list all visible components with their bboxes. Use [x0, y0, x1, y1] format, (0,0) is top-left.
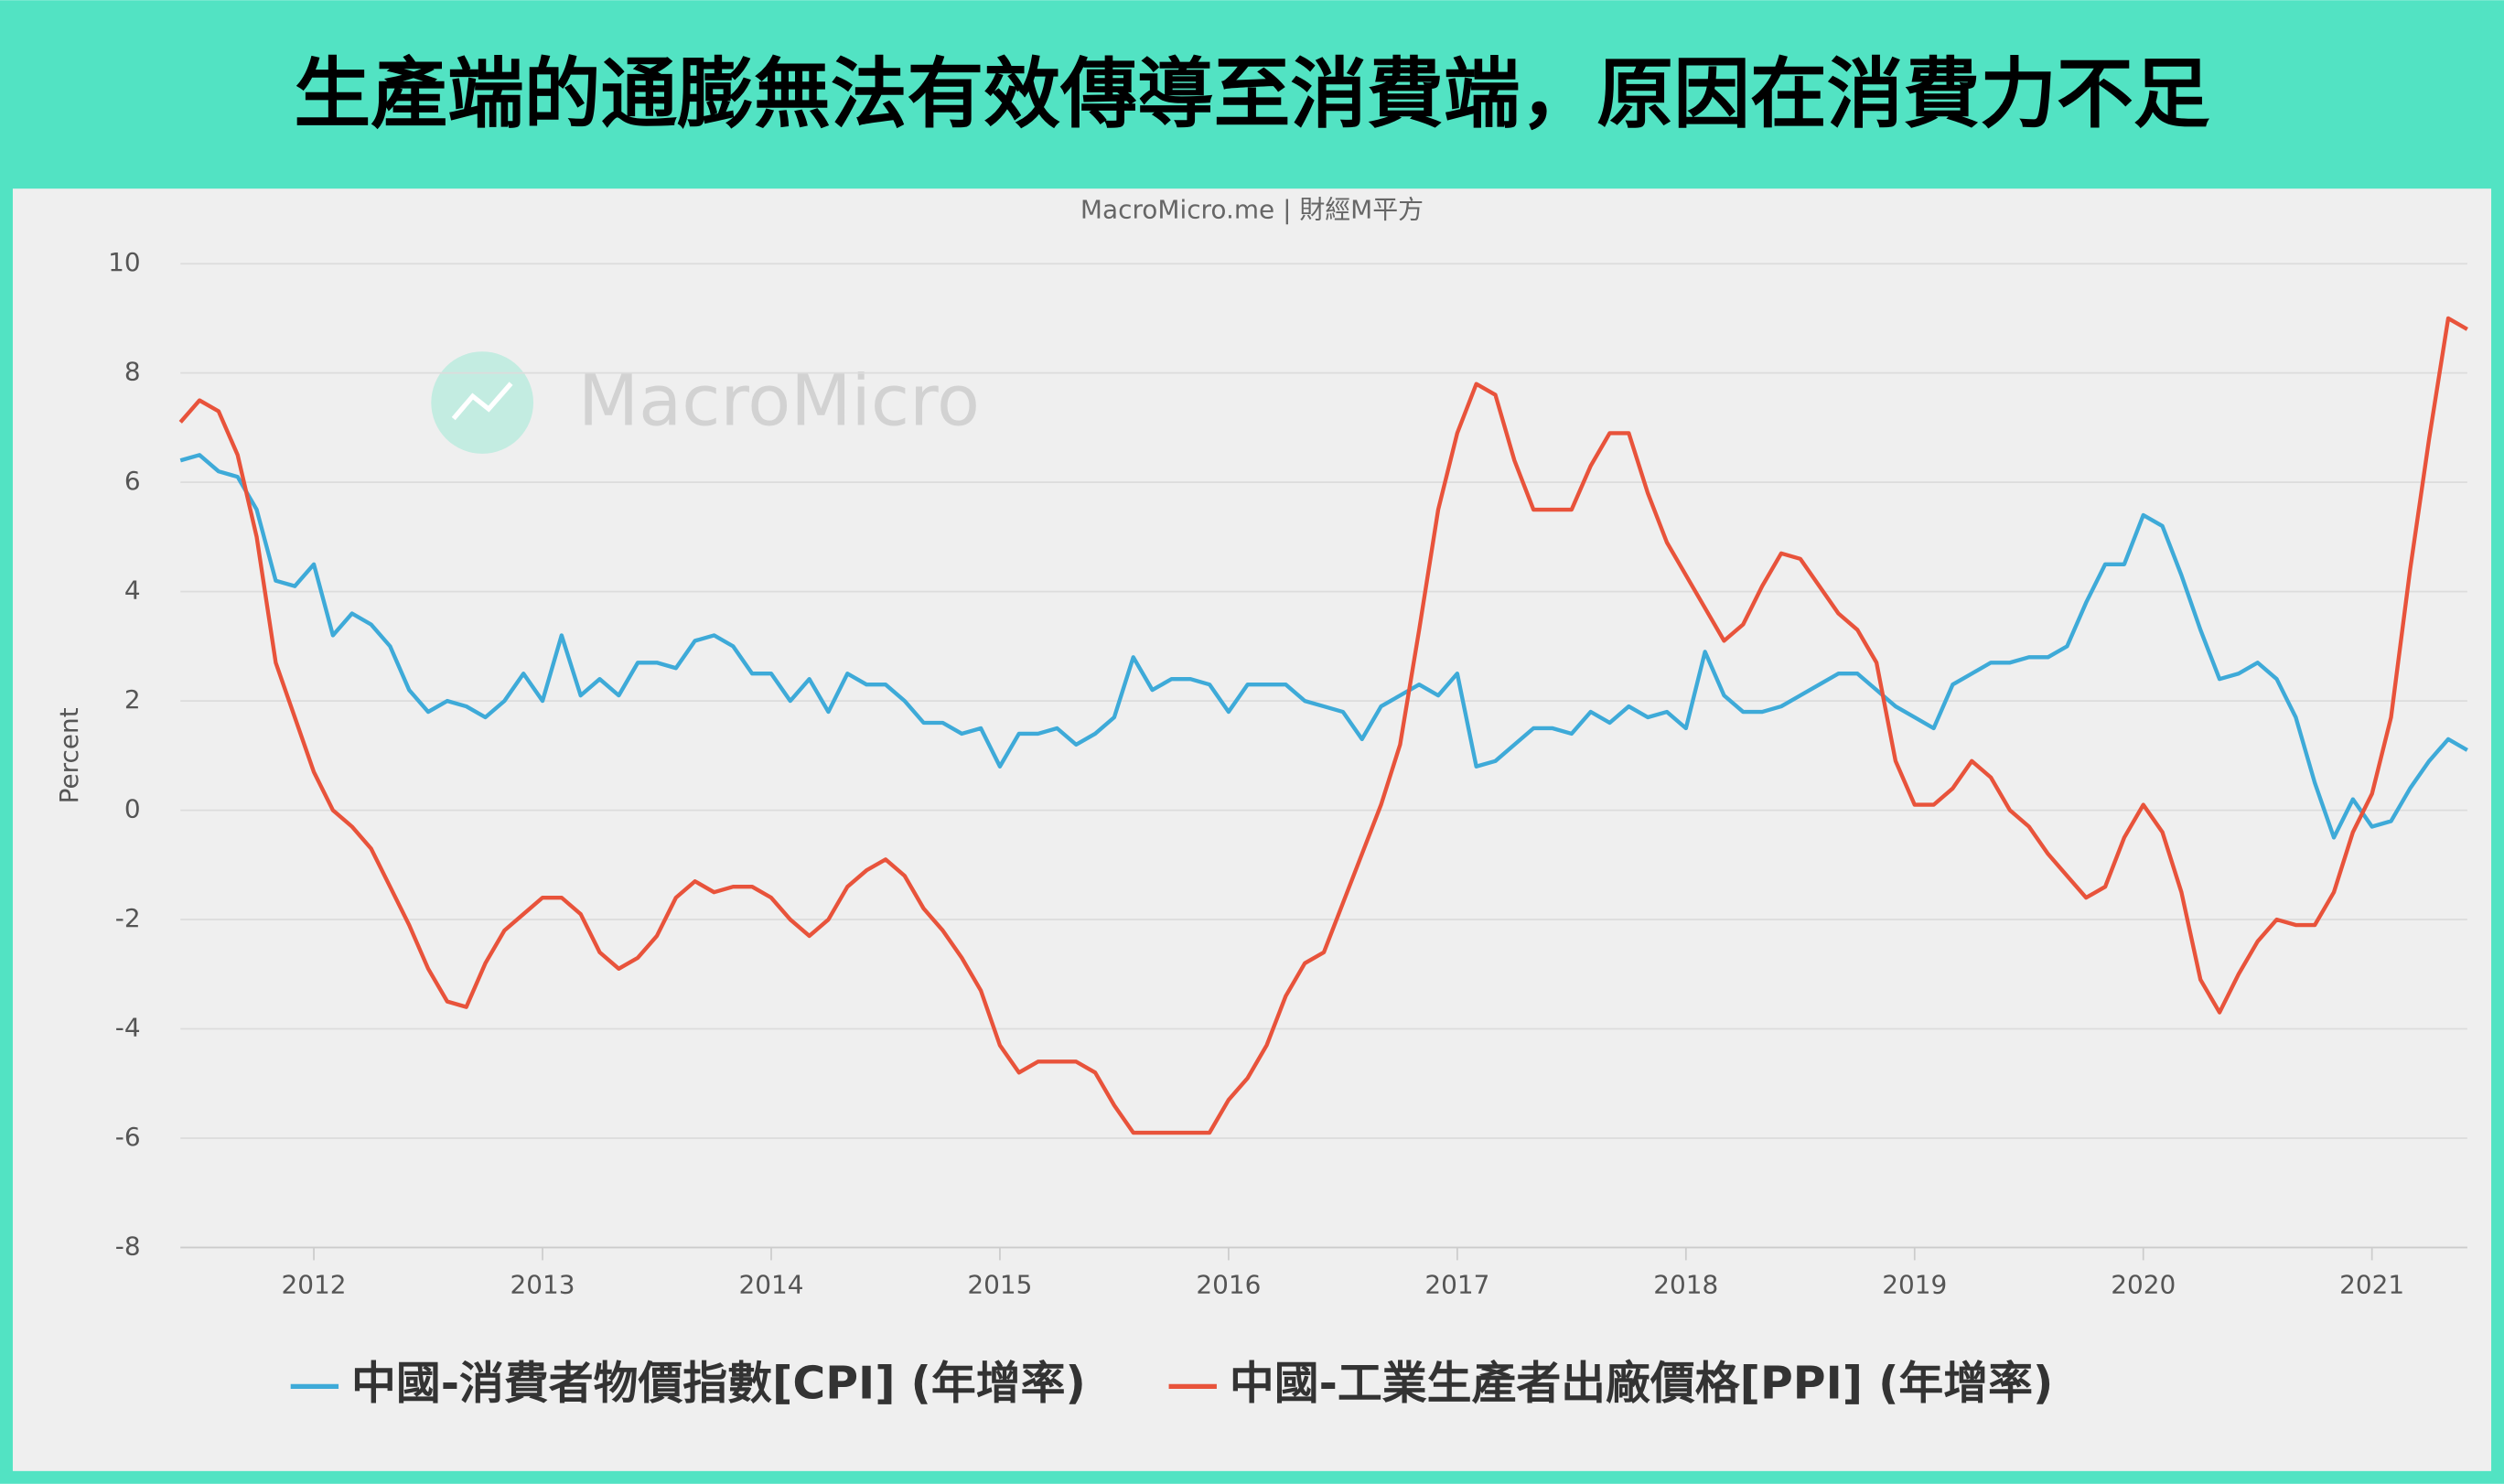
y-tick-label: -8: [115, 1231, 141, 1261]
y-tick-label: -4: [115, 1013, 141, 1043]
x-tick-label: 2017: [1424, 1269, 1489, 1299]
series-line: [178, 316, 2468, 1135]
x-tick-label: 2018: [1653, 1269, 1718, 1299]
x-tick-label: 2013: [510, 1269, 575, 1299]
x-tick-label: 2021: [2339, 1269, 2404, 1299]
y-tick-label: 2: [124, 684, 141, 715]
watermark-icon: [451, 382, 513, 421]
chart-panel: [12, 188, 2492, 1471]
x-tick-label: 2016: [1196, 1269, 1261, 1299]
y-tick-label: 10: [108, 247, 141, 277]
x-tick-label: 2012: [282, 1269, 347, 1299]
x-tick-label: 2020: [2111, 1269, 2176, 1299]
chart-subtitle: MacroMicro.me | 財經M平方: [1080, 195, 1424, 225]
y-tick-label: -6: [115, 1122, 141, 1152]
y-tick-label: -2: [115, 903, 141, 933]
x-tick-label: 2014: [738, 1269, 803, 1299]
x-tick-label: 2015: [967, 1269, 1032, 1299]
series-line: [179, 453, 2468, 840]
legend-label: 中國-工業生產者出廠價格[PPI] (年增率): [1230, 1357, 2053, 1409]
y-axis-label: Percent: [54, 707, 84, 803]
x-tick-label: 2019: [1882, 1269, 1947, 1299]
legend-label: 中國-消費者物價指數[CPI] (年增率): [351, 1357, 1086, 1409]
y-tick-label: 4: [124, 575, 141, 606]
watermark: MacroMicro: [578, 361, 980, 443]
y-tick-label: 0: [124, 794, 141, 824]
y-tick-label: 6: [124, 466, 141, 496]
y-tick-label: 8: [124, 357, 141, 387]
chart-title: 生產端的通膨無法有效傳導至消費端，原因在消費力不足: [294, 48, 2209, 138]
